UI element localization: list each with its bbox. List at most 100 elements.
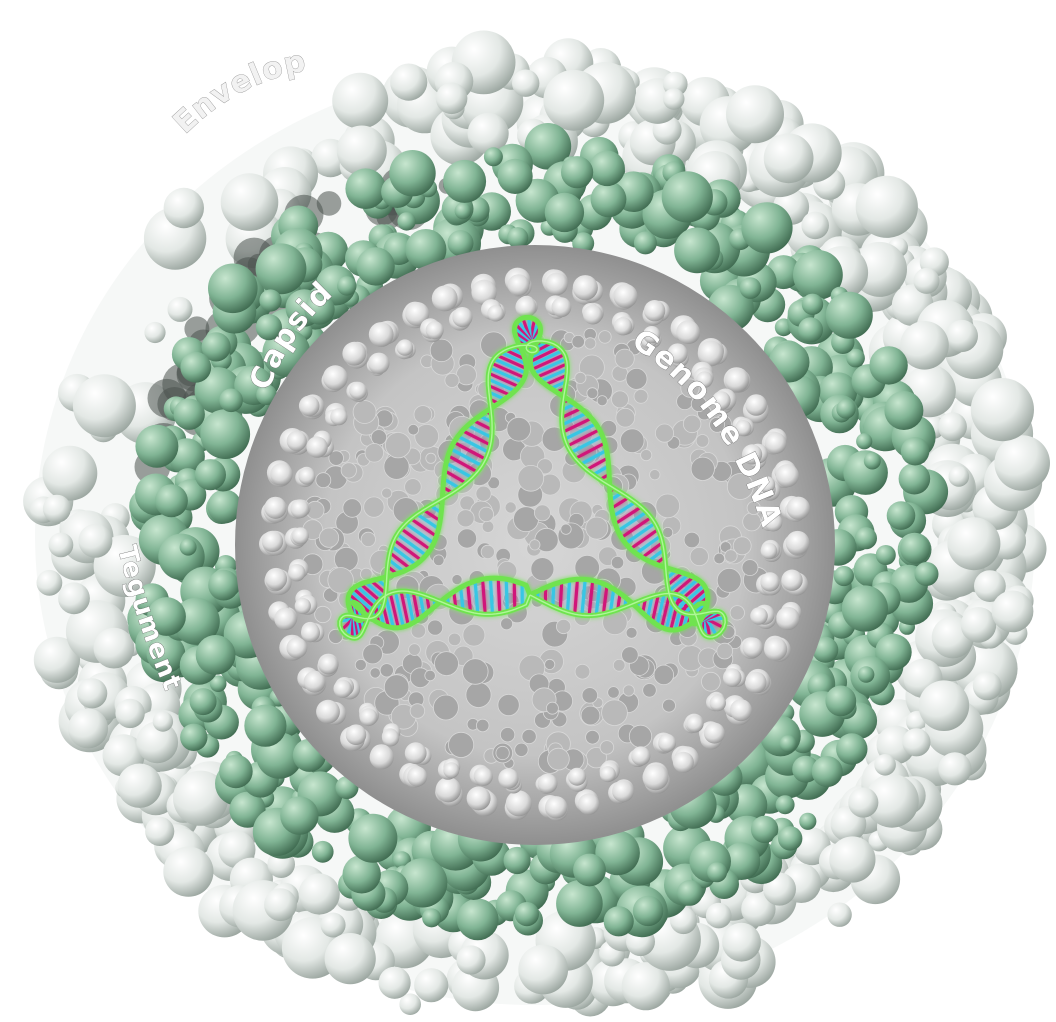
capsid-texture-bump	[555, 618, 572, 635]
envelope-blob	[945, 319, 979, 353]
envelope-blob	[801, 211, 829, 240]
capsid-texture-bump	[360, 531, 376, 548]
capsid-texture-bump	[614, 348, 635, 369]
capsid-texture-bump	[633, 388, 649, 404]
tegument-blob	[207, 489, 242, 524]
envelope-blob	[543, 69, 605, 131]
dna-base-pair	[418, 592, 426, 618]
tegument-blob	[801, 293, 824, 315]
tegument-blob	[778, 826, 803, 851]
capsomer	[261, 496, 289, 524]
capsomer	[723, 367, 751, 393]
envelope-blob	[167, 296, 193, 322]
envelope-blob	[117, 763, 162, 808]
dna-backbone-highlight	[339, 340, 726, 639]
capsid-texture-bump	[352, 400, 377, 424]
dna-base-pair	[634, 534, 663, 556]
capsid-texture-bump	[318, 527, 340, 548]
capsomer	[268, 601, 298, 631]
dna-base-pair	[528, 346, 561, 364]
capsomer	[757, 476, 781, 501]
dna-base-pair	[530, 352, 567, 371]
tegument-blob	[147, 597, 186, 636]
envelope-blob	[298, 873, 340, 915]
envelope-blob	[378, 966, 411, 999]
capsid-texture-bump	[612, 658, 626, 672]
capsid-texture-bump	[544, 658, 556, 670]
capsid-texture-bump	[495, 745, 510, 761]
dna-base-pair	[532, 357, 568, 375]
capsomer	[316, 699, 347, 726]
tegument-blob	[259, 289, 282, 312]
capsomer	[565, 767, 588, 792]
capsid-texture-bump	[476, 718, 490, 733]
capsid-texture-bump	[384, 432, 412, 459]
tegument-blob	[900, 533, 931, 564]
tegument-blob	[180, 351, 212, 383]
dna-base-pair	[488, 366, 524, 384]
envelope-blob	[518, 944, 569, 995]
envelope-blob	[705, 902, 732, 929]
capsid-texture-bump	[607, 686, 620, 699]
capsomer	[642, 300, 670, 326]
dna-base-pair	[561, 416, 594, 434]
tegument-blob	[775, 795, 795, 815]
capsomer	[723, 695, 752, 726]
capsid-texture-bump	[649, 469, 661, 481]
capsomer	[297, 667, 327, 696]
dna-base-pair	[446, 454, 479, 474]
tegument-blob	[255, 243, 307, 295]
tegument-blob	[825, 291, 873, 339]
tegument-blob	[573, 853, 606, 887]
capsid-texture-bump	[328, 628, 344, 644]
dna-base-pair	[369, 579, 388, 595]
dna-base-pair	[399, 589, 410, 627]
capsid-texture-bump	[409, 703, 426, 719]
dna-base-pair	[452, 440, 488, 461]
capsid-texture-bump	[425, 452, 437, 464]
envelope-blob	[42, 494, 71, 523]
capsid-texture-bump	[465, 681, 492, 708]
capsid-texture-bump	[574, 555, 600, 581]
capsomer	[582, 303, 604, 325]
tegument-blob	[146, 634, 186, 674]
capsid-texture-bump	[610, 555, 625, 570]
capsid-texture-bump	[328, 450, 344, 466]
capsomer	[287, 499, 311, 519]
capsid-texture-bump	[599, 740, 615, 755]
tegument-blob	[255, 314, 282, 341]
tegument-blob	[833, 565, 855, 587]
capsid-texture-bump	[500, 617, 514, 631]
dna-base-pair	[560, 406, 583, 420]
tegument-blob	[869, 346, 908, 385]
tegument-blob	[544, 192, 585, 233]
tegument-blob	[836, 733, 868, 765]
capsid-texture-bump	[480, 544, 495, 560]
tegument-blob	[219, 754, 253, 789]
capsomer	[609, 282, 638, 310]
dna-base-pair	[466, 423, 494, 440]
tegument-blob	[219, 388, 243, 413]
dna-base-pair	[573, 441, 607, 461]
envelope-blob	[264, 888, 297, 922]
tegument-blob	[229, 791, 266, 828]
capsid-texture-bump	[359, 567, 373, 581]
envelope-blob	[36, 569, 63, 596]
capsomer	[572, 275, 604, 305]
capsid-texture-bump	[327, 567, 354, 594]
tegument-blob	[179, 538, 197, 556]
tegument-blob	[304, 294, 335, 325]
envelope-blob	[900, 321, 949, 370]
tegument-blob	[256, 384, 277, 406]
envelope-blob	[467, 112, 509, 155]
capsid-texture-bump	[598, 330, 612, 344]
capsid-texture-bump	[315, 472, 332, 489]
capsomer	[470, 273, 497, 305]
tegument-blob	[348, 813, 398, 863]
capsomer	[750, 604, 777, 629]
envelope-blob	[970, 378, 1034, 442]
tegument-blob	[443, 159, 487, 203]
envelope-blob	[938, 412, 967, 442]
envelope-blob	[435, 82, 468, 115]
tegument-blob	[280, 796, 319, 835]
